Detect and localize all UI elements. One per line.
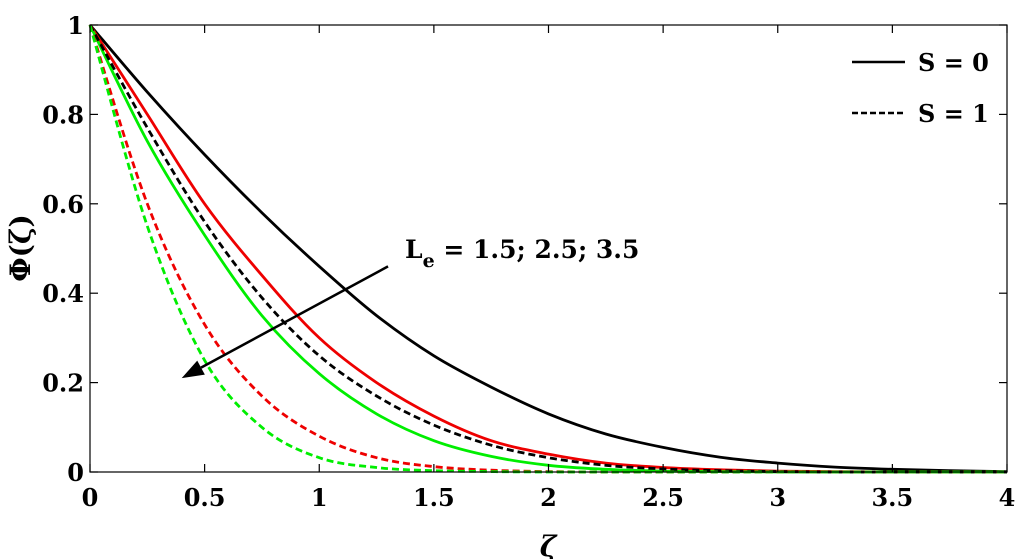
y-tick-label: 0.4 bbox=[42, 279, 84, 308]
y-axis-label: Φ(ζ) bbox=[4, 214, 37, 281]
annotation-arrow bbox=[200, 265, 389, 369]
y-tick-label: 1 bbox=[67, 11, 84, 40]
x-tick-label: 1.5 bbox=[413, 483, 455, 512]
annotation-base: L bbox=[405, 235, 423, 264]
x-axis-label: ζ bbox=[540, 530, 558, 559]
x-tick-label: 3 bbox=[769, 483, 786, 512]
y-tick-label: 0.8 bbox=[42, 100, 84, 129]
x-tick-label: 0 bbox=[82, 483, 99, 512]
x-tick-label: 2.5 bbox=[642, 483, 684, 512]
y-tick-label: 0.2 bbox=[42, 369, 84, 398]
ticks-layer: 0 0.5 1 1.5 2 2.5 3 3.5 4 0 0.2 0.4 0.6 0.8 1 bbox=[42, 11, 1015, 512]
y-tick-label: 0.6 bbox=[42, 190, 84, 219]
x-tick-label: 3.5 bbox=[871, 483, 913, 512]
x-tick-label: 1 bbox=[311, 483, 328, 512]
y-tick-label: 0 bbox=[67, 458, 84, 487]
legend-label-s1: S = 1 bbox=[918, 99, 989, 128]
x-tick-label: 4 bbox=[999, 483, 1016, 512]
annotation-subscript: e bbox=[423, 250, 435, 272]
legend-label-s0: S = 0 bbox=[918, 48, 989, 77]
annotation-text: Le = 1.5; 2.5; 3.5 bbox=[405, 235, 639, 272]
x-tick-label: 0.5 bbox=[184, 483, 226, 512]
legend: S = 0 S = 1 bbox=[852, 48, 989, 128]
annotation-arrowhead bbox=[181, 360, 205, 379]
x-tick-label: 2 bbox=[540, 483, 557, 512]
annotation-rest: = 1.5; 2.5; 3.5 bbox=[435, 235, 640, 264]
annotation-lewis-number: Le = 1.5; 2.5; 3.5 bbox=[181, 235, 639, 379]
series-line-solid-1 bbox=[88, 24, 1008, 473]
